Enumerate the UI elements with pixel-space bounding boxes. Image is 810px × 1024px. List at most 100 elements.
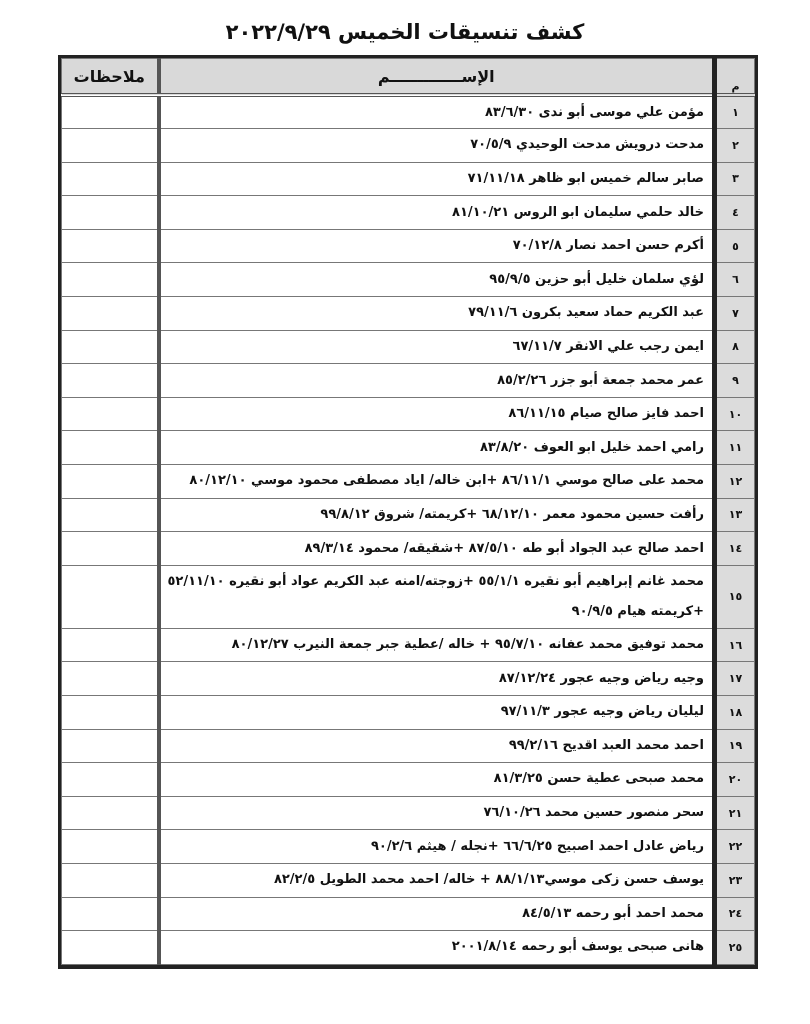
row-number: ١٩ [712,728,755,764]
row-name: احمد فايز صالح صيام ٨٦/١١/١٥ [158,396,715,432]
row-name: رامي احمد خليل ابو العوف ٨٣/٨/٢٠ [158,430,715,466]
header-number: م [712,58,755,97]
row-notes [61,296,161,331]
row-notes [61,497,161,533]
header-name: الإســـــــــــــم [158,58,715,97]
row-name: هانى صبحى يوسف أبو رحمه ٢٠٠١/٨/١٤ [158,930,715,965]
row-name: أكرم حسن احمد نصار ٧٠/١٢/٨ [158,228,715,264]
row-number: ٢٣ [712,862,755,898]
row-notes [61,829,161,864]
row-notes [61,930,161,965]
row-name: ليليان رياض وجيه عجور ٩٧/١١/٣ [158,695,715,730]
row-notes [61,94,161,130]
table-row: ١٨ ليليان رياض وجيه عجور ٩٧/١١/٣ [61,695,755,730]
table-row: ٩ عمر محمد جمعة أبو جزر ٨٥/٢/٢٦ [61,363,755,398]
row-number: ١٢ [712,464,755,499]
table-header-row: م الإســـــــــــــم ملاحظات [61,58,755,97]
table-row: ١٠ احمد فايز صالح صيام ٨٦/١١/١٥ [61,396,755,432]
row-number: ٢٢ [712,829,755,864]
row-notes [61,896,161,932]
page-title: كشف تنسيقات الخميس ٢٠٢٢/٩/٢٩ [225,20,585,44]
row-number: ١٧ [712,661,755,696]
row-number: ٨ [712,329,755,365]
row-number: ١ [712,94,755,130]
row-number: ١٥ [712,564,755,629]
table-row: ٥ أكرم حسن احمد نصار ٧٠/١٢/٨ [61,228,755,264]
row-number: ٢٠ [712,762,755,797]
row-number: ٢٥ [712,930,755,965]
row-notes [61,728,161,764]
table-row: ٢١ سحر منصور حسين محمد ٧٦/١٠/٢٦ [61,795,755,831]
table-row: ١٤ احمد صالح عبد الجواد أبو طه ٨٧/٥/١٠ +ش… [61,531,755,566]
row-name: محمد غانم إبراهيم أبو نقيره ٥٥/١/١ +زوجت… [158,564,715,629]
row-notes [61,228,161,264]
row-notes [61,795,161,831]
row-name: يوسف حسن زكى موسي٨٨/١/١٣ + خاله/ احمد مح… [158,862,715,898]
row-name: احمد محمد العبد اقديح ٩٩/٢/١٦ [158,728,715,764]
row-name: وجيه رياض وجيه عجور ٨٧/١٢/٢٤ [158,661,715,696]
row-number: ٤ [712,195,755,230]
row-number: ١٠ [712,396,755,432]
table-row: ٤ خالد حلمي سليمان ابو الروس ٨١/١٠/٢١ [61,195,755,230]
row-name: رأفت حسين محمود معمر ٦٨/١٢/١٠ +كريمته/ ش… [158,497,715,533]
row-number: ٧ [712,296,755,331]
row-name: خالد حلمي سليمان ابو الروس ٨١/١٠/٢١ [158,195,715,230]
table-row: ٢٣ يوسف حسن زكى موسي٨٨/١/١٣ + خاله/ احمد … [61,862,755,898]
table-row: ١٥ محمد غانم إبراهيم أبو نقيره ٥٥/١/١ +زو… [61,564,755,629]
row-notes [61,329,161,365]
row-name: عبد الكريم حماد سعيد بكرون ٧٩/١١/٦ [158,296,715,331]
row-name: احمد صالح عبد الجواد أبو طه ٨٧/٥/١٠ +شقي… [158,531,715,566]
table-row: ٨ ايمن رجب علي الانقر ٦٧/١١/٧ [61,329,755,365]
row-number: ٢ [712,128,755,163]
table-row: ١٦ محمد توفيق محمد عفانه ٩٥/٧/١٠ + خاله /… [61,627,755,663]
header-notes: ملاحظات [61,58,161,97]
row-notes [61,695,161,730]
table-row: ٢٤ محمد احمد أبو رحمه ٨٤/٥/١٣ [61,896,755,932]
row-notes [61,396,161,432]
row-notes [61,363,161,398]
row-notes [61,862,161,898]
row-name: مؤمن علي موسى أبو ندى ٨٣/٦/٣٠ [158,94,715,130]
row-number: ٢٤ [712,896,755,932]
row-notes [61,661,161,696]
row-name: صابر سالم خميس ابو ظاهر ٧١/١١/١٨ [158,161,715,197]
table-row: ١٧ وجيه رياض وجيه عجور ٨٧/١٢/٢٤ [61,661,755,696]
row-notes [61,564,161,629]
row-name: لؤي سلمان خليل أبو حزين ٩٥/٩/٥ [158,262,715,298]
table-row: ٦ لؤي سلمان خليل أبو حزين ٩٥/٩/٥ [61,262,755,298]
row-name: ايمن رجب علي الانقر ٦٧/١١/٧ [158,329,715,365]
row-notes [61,128,161,163]
row-notes [61,531,161,566]
table-row: ٢ مدحت درويش مدحت الوحيدي ٧٠/٥/٩ [61,128,755,163]
row-name: محمد على صالح موسي ٨٦/١١/١ +ابن خاله/ اي… [158,464,715,499]
row-name: محمد احمد أبو رحمه ٨٤/٥/١٣ [158,896,715,932]
row-notes [61,262,161,298]
row-name: رياض عادل احمد اصبيح ٦٦/٦/٢٥ +نجله / هيث… [158,829,715,864]
row-number: ٥ [712,228,755,264]
row-notes [61,762,161,797]
row-name: سحر منصور حسين محمد ٧٦/١٠/٢٦ [158,795,715,831]
coordination-table: م الإســـــــــــــم ملاحظات ١ مؤمن علي م… [58,55,758,969]
table-row: ٢٠ محمد صبحى عطية حسن ٨١/٣/٢٥ [61,762,755,797]
table-row: ٣ صابر سالم خميس ابو ظاهر ٧١/١١/١٨ [61,161,755,197]
row-notes [61,627,161,663]
row-number: ١٤ [712,531,755,566]
row-number: ٣ [712,161,755,197]
table-row: ١٢ محمد على صالح موسي ٨٦/١١/١ +ابن خاله/ … [61,464,755,499]
row-number: ١٣ [712,497,755,533]
table-row: ١ مؤمن علي موسى أبو ندى ٨٣/٦/٣٠ [61,94,755,130]
row-number: ٢١ [712,795,755,831]
table-row: ١٩ احمد محمد العبد اقديح ٩٩/٢/١٦ [61,728,755,764]
table-row: ٧ عبد الكريم حماد سعيد بكرون ٧٩/١١/٦ [61,296,755,331]
table-row: ١٣ رأفت حسين محمود معمر ٦٨/١٢/١٠ +كريمته/… [61,497,755,533]
table-row: ٢٢ رياض عادل احمد اصبيح ٦٦/٦/٢٥ +نجله / ه… [61,829,755,864]
row-number: ١١ [712,430,755,466]
row-notes [61,430,161,466]
row-name: محمد توفيق محمد عفانه ٩٥/٧/١٠ + خاله /عط… [158,627,715,663]
table-row: ١١ رامي احمد خليل ابو العوف ٨٣/٨/٢٠ [61,430,755,466]
table-row: ٢٥ هانى صبحى يوسف أبو رحمه ٢٠٠١/٨/١٤ [61,930,755,965]
row-name: محمد صبحى عطية حسن ٨١/٣/٢٥ [158,762,715,797]
row-notes [61,464,161,499]
row-number: ١٦ [712,627,755,663]
row-number: ١٨ [712,695,755,730]
